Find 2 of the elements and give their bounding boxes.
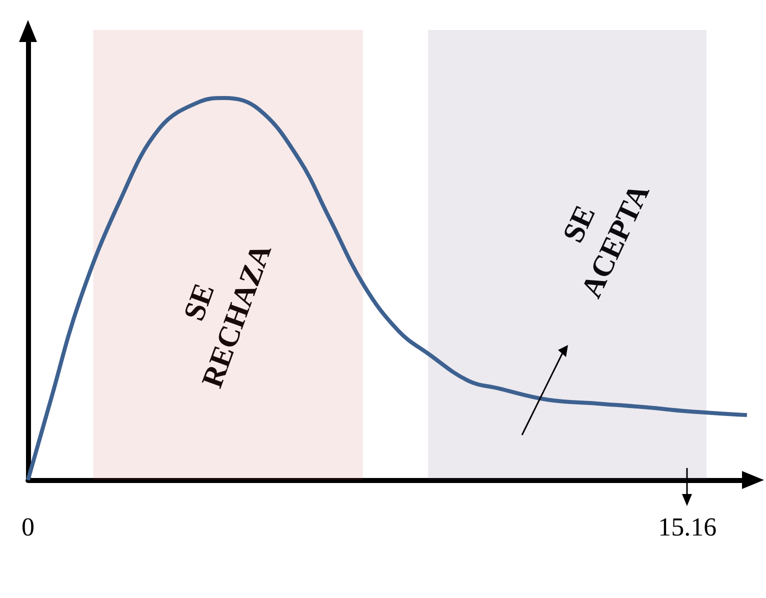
x-tick-label: 0 [22,512,34,542]
x-tick-label: 15.16 [658,512,717,542]
